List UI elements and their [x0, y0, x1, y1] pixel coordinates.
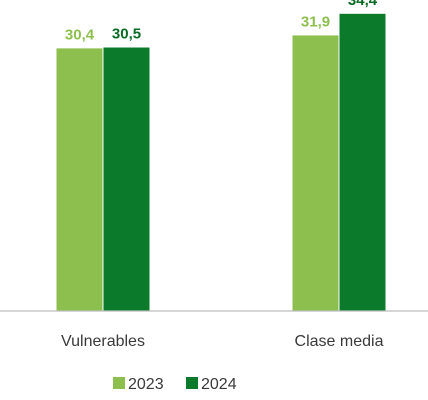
legend-swatch-2024 [186, 377, 198, 389]
legend: 2023 2024 [113, 376, 237, 393]
legend-swatch-2023 [113, 377, 125, 389]
bar-2024-vulnerables [103, 47, 150, 312]
category-labels-group: Vulnerables Clase media [61, 333, 384, 350]
bar-2023-vulnerables [56, 48, 103, 311]
category-label-vulnerables: Vulnerables [61, 333, 145, 350]
bar-2024-clase-media [339, 13, 386, 311]
value-label-2023-clase-media: 31,9 [301, 13, 330, 30]
value-label-2024-clase-media: 34,4 [348, 0, 378, 9]
legend-label-2024: 2024 [201, 376, 237, 393]
legend-label-2023: 2023 [128, 376, 164, 393]
value-labels-group: 30,4 30,5 31,9 34,4 [65, 0, 378, 43]
bar-2023-clase-media [292, 35, 339, 312]
category-label-clase-media: Clase media [295, 333, 384, 350]
bars-group [56, 13, 386, 312]
value-label-2024-vulnerables: 30,5 [112, 26, 141, 43]
value-label-2023-vulnerables: 30,4 [65, 26, 95, 43]
